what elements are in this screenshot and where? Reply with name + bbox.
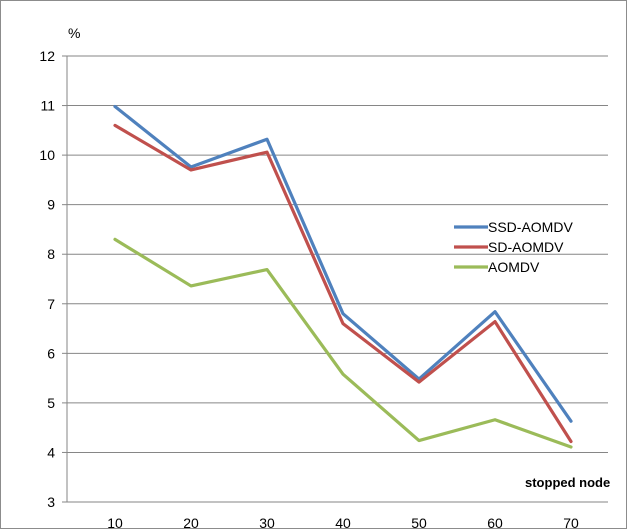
tick-labels: 3 4 5 6 7 8 9 10 11 12 10 20 30 40 50 60 70 xyxy=(39,48,579,530)
x-axis-title: stopped node xyxy=(525,475,610,490)
series-lines xyxy=(115,106,571,447)
y-tick-label: 3 xyxy=(47,494,55,510)
legend-label: SSD-AOMDV xyxy=(488,219,573,235)
axes xyxy=(62,56,608,502)
y-tick-label: 4 xyxy=(47,444,55,460)
x-tick-label: 50 xyxy=(411,515,427,530)
x-tick-label: 10 xyxy=(107,515,123,530)
y-tick-label: 8 xyxy=(47,246,55,262)
y-tick-label: 11 xyxy=(40,98,55,114)
y-tick-label: 9 xyxy=(47,197,55,213)
legend: SSD-AOMDV SD-AOMDV AOMDV xyxy=(454,219,573,275)
x-tick-label: 70 xyxy=(563,515,579,530)
x-tick-label: 20 xyxy=(183,515,199,530)
y-tick-label: 5 xyxy=(47,395,55,411)
y-tick-label: 12 xyxy=(39,48,55,64)
x-tick-label: 60 xyxy=(487,515,503,530)
legend-label: SD-AOMDV xyxy=(488,239,564,255)
y-tick-label: 7 xyxy=(47,296,55,312)
y-axis-unit-label: % xyxy=(68,25,80,41)
y-tick-label: 6 xyxy=(47,345,55,361)
legend-label: AOMDV xyxy=(488,259,540,275)
x-tick-label: 30 xyxy=(259,515,275,530)
series-line-sd-aomdv xyxy=(115,125,571,441)
y-tick-label: 10 xyxy=(39,147,55,163)
x-tick-label: 40 xyxy=(335,515,351,530)
